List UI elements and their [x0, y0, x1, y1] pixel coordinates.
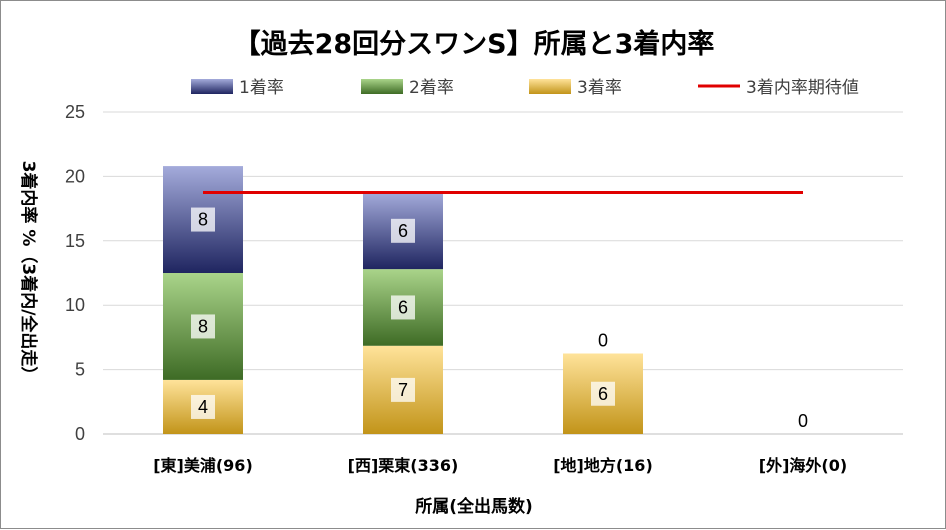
legend-swatch-3rd: [529, 79, 571, 94]
data-label-1st: 8: [198, 210, 208, 230]
legend-label-1st: 1着率: [239, 78, 284, 98]
data-label-1st: 6: [398, 221, 408, 241]
chart-title: 【過去28回分スワンS】所属と3着内率: [234, 28, 715, 60]
data-label-3rd: 4: [198, 397, 208, 417]
data-label-2nd: 8: [198, 316, 208, 336]
data-label-bg: [591, 328, 615, 353]
x-tick-label: [外]海外(0): [759, 456, 847, 475]
y-tick-label: 5: [75, 360, 85, 380]
data-labels: 4 8 8 7 6 6 6 0 0: [191, 207, 815, 433]
legend-label-expected: 3着内率期待値: [746, 78, 859, 98]
legend-label-2nd: 2着率: [409, 78, 454, 98]
data-label-bg: [391, 377, 415, 402]
y-axis-ticks: 0 5 10 15 20 25: [65, 102, 85, 444]
data-label-bg: [391, 295, 415, 320]
data-label-bg: [791, 409, 815, 433]
data-label-bg: [191, 314, 215, 339]
y-axis-title: 3着内率 %（3着内/全出走）: [18, 161, 39, 384]
data-label-3rd: 6: [598, 384, 608, 404]
data-label-1st: 0: [798, 411, 808, 431]
data-label-bg: [591, 381, 615, 406]
legend-label-3rd: 3着率: [577, 78, 622, 98]
y-tick-label: 20: [65, 166, 85, 186]
data-label-bg: [191, 207, 215, 232]
data-label-3rd: 7: [398, 380, 408, 400]
legend-swatch-1st: [191, 79, 233, 94]
y-tick-label: 25: [65, 102, 85, 122]
y-tick-label: 0: [75, 424, 85, 444]
legend-swatch-2nd: [361, 79, 403, 94]
data-label-1st: 0: [598, 331, 608, 351]
data-label-bg: [191, 394, 215, 419]
x-axis-title: 所属(全出馬数): [415, 496, 533, 517]
data-label-2nd: 6: [398, 297, 408, 317]
x-tick-label: [西]栗東(336): [348, 456, 459, 475]
y-tick-label: 15: [65, 231, 85, 251]
y-tick-label: 10: [65, 295, 85, 315]
x-tick-label: [地]地方(16): [553, 456, 653, 475]
x-axis-ticks: [東]美浦(96) [西]栗東(336) [地]地方(16) [外]海外(0): [153, 456, 847, 475]
x-tick-label: [東]美浦(96): [153, 456, 253, 475]
data-label-bg: [391, 218, 415, 243]
legend: 1着率 2着率 3着率 3着内率期待値: [191, 78, 859, 98]
